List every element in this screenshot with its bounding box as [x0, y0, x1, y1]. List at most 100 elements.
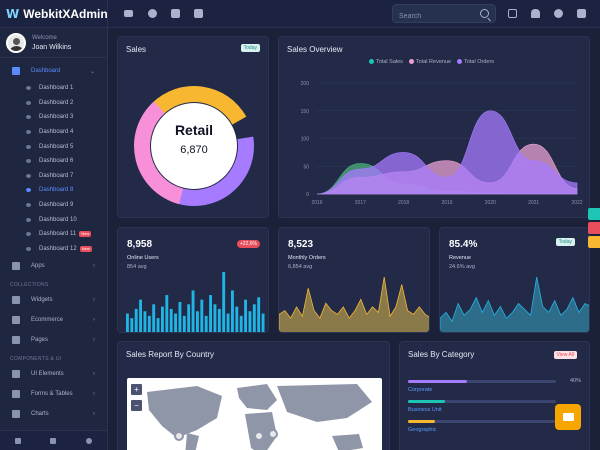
bar — [161, 306, 164, 332]
sidebar-item-dashboard-2[interactable]: Dashboard 2 — [0, 96, 107, 111]
sidebar-item-dashboard-7[interactable]: Dashboard 7 — [0, 169, 107, 184]
chat-tab-icon[interactable] — [588, 222, 600, 234]
sidebar-item-dashboard-3[interactable]: Dashboard 3 — [0, 110, 107, 125]
bar — [139, 299, 142, 332]
sidebar-item-label: Dashboard 2 — [39, 99, 74, 106]
category-track — [408, 400, 556, 403]
sidebar-item-dashboard-12[interactable]: Dashboard 12 New — [0, 242, 107, 257]
revenue-chart — [440, 276, 589, 332]
sidebar-item-dashboard[interactable]: Dashboard ⌄ — [0, 61, 107, 81]
sidebar-item-dashboard-8[interactable]: Dashboard 8 — [0, 183, 107, 198]
menu-icon[interactable] — [124, 10, 133, 17]
stat-value: 8,958 — [127, 239, 153, 250]
power-icon[interactable] — [86, 437, 93, 444]
x-tick-label: 2017 — [355, 200, 366, 206]
stat-sub: 24.6% avg — [449, 264, 475, 270]
sidebar-item-ecommerce[interactable]: Ecommerce › — [0, 310, 107, 330]
fullscreen-icon[interactable] — [508, 9, 517, 18]
stat-sub: 854 avg — [127, 264, 147, 270]
sidebar-item-dashboard-4[interactable]: Dashboard 4 — [0, 125, 107, 140]
sidebar-item-charts[interactable]: Charts › — [0, 404, 107, 424]
bar — [231, 290, 234, 332]
eye-icon — [26, 86, 31, 91]
eye-icon — [26, 188, 31, 193]
donut-hole — [151, 103, 237, 189]
today-badge[interactable]: Today — [240, 44, 260, 52]
search-input[interactable] — [393, 8, 473, 25]
sidebar-item-apps[interactable]: Apps › — [0, 256, 107, 276]
bar — [257, 297, 261, 332]
monthly-orders-card: 8,523 Monthly Orders 6,854 avg — [278, 227, 430, 333]
sidebar-item-dashboard-1[interactable]: Dashboard 1 — [0, 81, 107, 96]
user-icon[interactable] — [554, 9, 563, 18]
donut-slice — [133, 101, 184, 205]
globe-icon[interactable] — [148, 9, 157, 18]
sidebar-item-forms-tables[interactable]: Forms & Tables › — [0, 384, 107, 404]
settings-icon[interactable] — [14, 437, 21, 444]
category-fill — [408, 420, 435, 423]
sidebar-item-dashboard-5[interactable]: Dashboard 5 — [0, 139, 107, 154]
stat-badge[interactable]: Today — [555, 238, 575, 246]
brand[interactable]: W WebkitXAdmin — [0, 0, 108, 28]
view-all-button[interactable]: View All — [553, 351, 577, 359]
eye-icon — [26, 173, 31, 178]
sidebar-item-label: Dashboard 3 — [39, 114, 74, 121]
clipboard-icon[interactable] — [194, 9, 203, 18]
sidebar-item-ui-elements[interactable]: UI Elements › — [0, 364, 107, 384]
bar — [209, 295, 212, 332]
sales-overview-chart: 0 50 100 150 200 2016 2017 2018 2019 2020 2021 2022 — [301, 81, 583, 206]
alert-tab-icon[interactable] — [588, 236, 600, 248]
legend-item[interactable]: Total Revenue — [408, 59, 451, 65]
stat-sub: 6,854 avg — [288, 264, 313, 270]
sidebar-item-label: Dashboard 12 — [39, 245, 77, 252]
mail-icon[interactable] — [50, 437, 57, 444]
bar — [213, 304, 217, 332]
sidebar-item-label: Apps — [31, 263, 45, 270]
legend-item[interactable]: Total Sales — [369, 59, 403, 65]
sidebar-item-label: Dashboard 1 — [39, 85, 74, 92]
user-name: Joan Wilkins — [32, 43, 72, 51]
bar — [182, 315, 186, 332]
sidebar-item-dashboard-9[interactable]: Dashboard 9 — [0, 198, 107, 213]
sidebar-item-pages[interactable]: Pages › — [0, 330, 107, 350]
eye-icon — [26, 115, 31, 120]
sidebar-item-label: Charts — [31, 411, 49, 418]
x-tick-label: 2021 — [528, 200, 539, 206]
settings-tab-icon[interactable] — [588, 208, 600, 220]
area-series-total-orders — [316, 110, 578, 195]
user-profile[interactable]: Welcome Joan Wilkins — [0, 28, 107, 58]
bar — [200, 299, 204, 332]
x-tick-label: 2016 — [311, 200, 322, 206]
world-map[interactable]: + − — [127, 378, 382, 450]
section-collections: COLLECTIONS — [10, 282, 49, 289]
swap-icon[interactable] — [577, 9, 586, 18]
chevron-right-icon: › — [93, 337, 95, 344]
eye-icon — [26, 217, 31, 222]
zoom-out-button[interactable]: − — [131, 400, 142, 411]
bar — [152, 304, 156, 332]
bar — [174, 313, 177, 332]
sparkline-area — [440, 276, 589, 332]
card-title: Sales — [126, 45, 147, 54]
x-tick-label: 2022 — [571, 200, 582, 206]
search-icon[interactable] — [480, 9, 489, 18]
category-track — [408, 420, 556, 423]
bar — [226, 313, 230, 332]
flag-icon[interactable] — [171, 9, 180, 18]
sidebar-item-widgets[interactable]: Widgets › — [0, 290, 107, 310]
bar — [187, 304, 191, 332]
sidebar-item-label: Dashboard 11 — [39, 231, 77, 238]
bar — [147, 315, 151, 332]
sidebar-item-dashboard-10[interactable]: Dashboard 10 — [0, 212, 107, 227]
new-badge: New — [79, 245, 92, 252]
stat-value: 8,523 — [288, 239, 314, 250]
sidebar-item-label: UI Elements — [31, 371, 64, 378]
bell-icon[interactable] — [531, 9, 540, 18]
monthly-orders-chart — [279, 276, 429, 332]
sales-donut-chart: Retail 6,870 — [133, 86, 255, 206]
zoom-in-button[interactable]: + — [131, 384, 142, 395]
legend-item[interactable]: Total Orders — [457, 59, 494, 65]
chat-fab-button[interactable] — [555, 404, 581, 430]
sidebar-item-dashboard-6[interactable]: Dashboard 6 — [0, 154, 107, 169]
sidebar-item-dashboard-11[interactable]: Dashboard 11 New — [0, 227, 107, 242]
